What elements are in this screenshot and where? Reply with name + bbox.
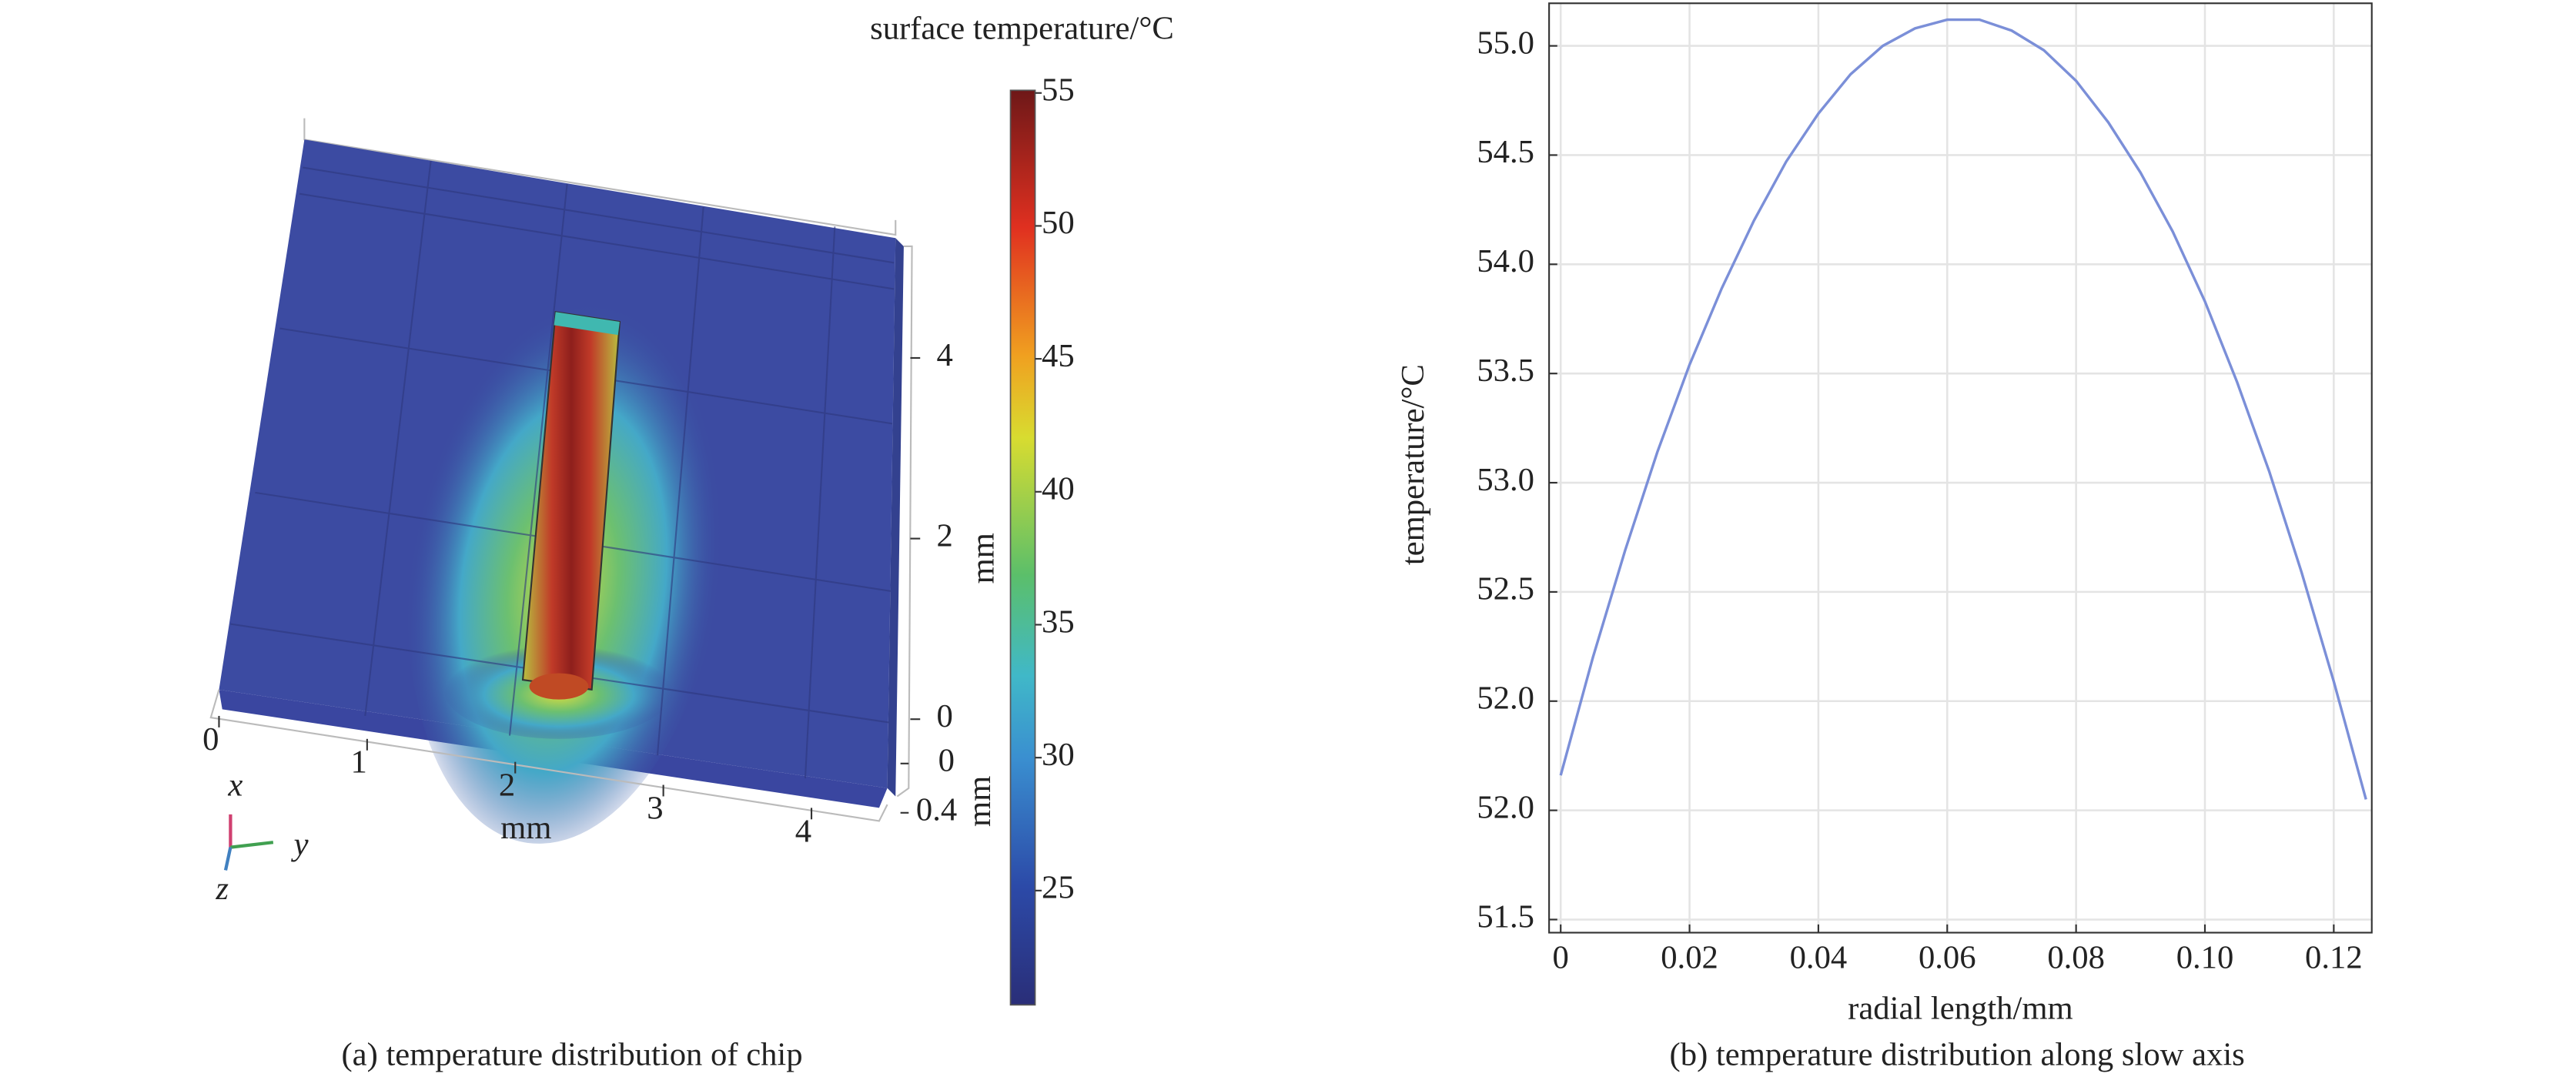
colorbar-tick-label: 25 xyxy=(1042,870,1075,906)
z-tick-label: 0.4 xyxy=(916,792,957,828)
x-tick-label: 0.08 xyxy=(2047,940,2105,976)
data-line xyxy=(1559,18,2367,800)
y-tick-label: 52.5 xyxy=(1477,571,1534,607)
x-tick-label: 0.02 xyxy=(1661,940,1718,976)
z-tick-label: 0 xyxy=(938,743,955,779)
colorbar-tick-label: 30 xyxy=(1042,737,1075,773)
hot-spot xyxy=(529,673,589,700)
y-tick-label: 52.0 xyxy=(1477,789,1534,825)
x-axis-label: mm xyxy=(500,810,551,846)
x-tick-label: 0.04 xyxy=(1790,940,1848,976)
x-tick-label: 1 xyxy=(351,744,367,781)
x-axis-label: radial length/mm xyxy=(1848,991,2073,1027)
y-tick-label: 54.0 xyxy=(1477,243,1534,279)
chip-panel: surface temperature/°C253035404550550123… xyxy=(202,10,1174,1072)
x-tick-label: 2 xyxy=(499,768,515,804)
triad-label: x xyxy=(227,768,243,804)
y-tick-label: 2 xyxy=(937,517,953,554)
caption: (a) temperature distribution of chip xyxy=(341,1036,802,1072)
caption: (b) temperature distribution along slow … xyxy=(1670,1036,2245,1072)
y-tick-label: 55.0 xyxy=(1477,25,1534,61)
colorbar-tick-label: 40 xyxy=(1042,471,1075,507)
x-tick-label: 0 xyxy=(1553,940,1569,976)
colorbar xyxy=(1009,89,1036,1006)
triad-label: z xyxy=(215,871,229,907)
triad-label: y xyxy=(291,826,309,862)
axis-triad xyxy=(223,814,274,871)
y-tick-label: 0 xyxy=(937,698,953,734)
x-tick-label: 4 xyxy=(795,813,811,849)
chip-side-face xyxy=(887,238,904,797)
y-axis-label: mm xyxy=(965,533,1001,584)
colorbar-tick-label: 35 xyxy=(1042,604,1075,640)
line-panel: 55.0 54.5 54.0 53.5 53.0 52.5 52.0 52.0 51.5 0 0.0… xyxy=(1395,2,2373,1072)
x-tick-label: 0.12 xyxy=(2305,940,2363,976)
emitter-end xyxy=(554,312,620,336)
x-tick-label: 0 xyxy=(202,721,219,758)
colorbar-title: surface temperature/°C xyxy=(870,10,1174,46)
y-tick-label: 4 xyxy=(937,337,953,373)
bounding-box xyxy=(303,118,897,236)
x-tick-label: 0.06 xyxy=(1919,940,1976,976)
axis-frame xyxy=(209,245,913,822)
y-tick-label: 51.5 xyxy=(1477,898,1534,935)
y-tick-label: 54.5 xyxy=(1477,134,1534,170)
plot-frame xyxy=(1548,2,2373,934)
z-axis-label: mm xyxy=(962,776,998,827)
x-tick-label: 0.10 xyxy=(2176,940,2234,976)
y-tick-label: 53.5 xyxy=(1477,353,1534,389)
x-tick-label: 3 xyxy=(647,790,663,826)
colorbar-tick-label: 45 xyxy=(1042,338,1075,374)
colorbar-tick-label: 55 xyxy=(1042,72,1075,109)
colorbar-tick-label: 50 xyxy=(1042,205,1075,241)
y-axis-label: temperature/°C xyxy=(1395,364,1431,565)
y-tick-label: 52.0 xyxy=(1477,681,1534,717)
y-tick-label: 53.0 xyxy=(1477,462,1534,498)
